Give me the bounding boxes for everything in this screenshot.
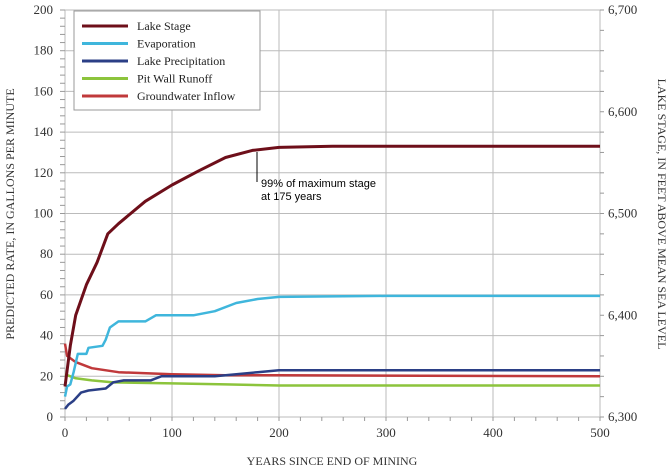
y2-tick-label: 6,500 — [608, 206, 637, 221]
y-tick-label: 100 — [34, 206, 54, 221]
legend: Lake Stage Evaporation Lake Precipitation P… — [73, 10, 261, 111]
annotation-line-2: at 175 years — [261, 191, 322, 203]
annotation-line-1: 99% of maximum stage — [261, 178, 376, 190]
y2-tick-label: 6,300 — [608, 409, 637, 424]
series-line-pit-wall-runoff — [64, 373, 600, 387]
y-tick-label: 180 — [34, 43, 54, 58]
y-tick-label: 20 — [40, 368, 53, 383]
y-tick-label: 120 — [34, 165, 54, 180]
x-tick-label: 0 — [62, 425, 69, 440]
x-tick-label: 100 — [162, 425, 182, 440]
y-tick-label: 200 — [34, 2, 54, 17]
legend-label: Evaporation — [137, 37, 196, 51]
ticks: 0 100 200 300 400 500 0 20 40 60 80 100 120 140 160 180… — [34, 2, 638, 440]
y-tick-label: 80 — [40, 246, 53, 261]
legend-label: Lake Precipitation — [137, 54, 225, 68]
y-axis-title: PREDICTED RATE, IN GALLONS PER MINUTE — [3, 88, 17, 339]
legend-label: Lake Stage — [137, 19, 191, 33]
y-tick-label: 140 — [34, 124, 54, 139]
y2-axis-title: LAKE STAGE, IN FEET ABOVE MEAN SEA LEVEL — [655, 79, 669, 350]
x-tick-label: 500 — [590, 425, 610, 440]
x-tick-label: 200 — [269, 425, 289, 440]
y2-tick-label: 6,700 — [608, 2, 637, 17]
x-axis-title: YEARS SINCE END OF MINING — [247, 454, 418, 468]
y-tick-label: 60 — [40, 287, 53, 302]
series-line-lake-stage — [63, 144, 600, 387]
y-tick-label: 40 — [40, 328, 53, 343]
series-line-lake-precipitation — [64, 368, 600, 410]
y-tick-label: 160 — [34, 83, 54, 98]
series-line-evaporation — [63, 294, 600, 397]
y2-tick-label: 6,600 — [608, 104, 637, 119]
x-tick-label: 300 — [376, 425, 396, 440]
series-lines — [63, 144, 601, 410]
legend-label: Groundwater Inflow — [137, 89, 236, 103]
y2-tick-label: 6,400 — [608, 307, 637, 322]
legend-label: Pit Wall Runoff — [137, 72, 212, 86]
y-tick-label: 0 — [47, 409, 54, 424]
x-tick-label: 400 — [483, 425, 503, 440]
